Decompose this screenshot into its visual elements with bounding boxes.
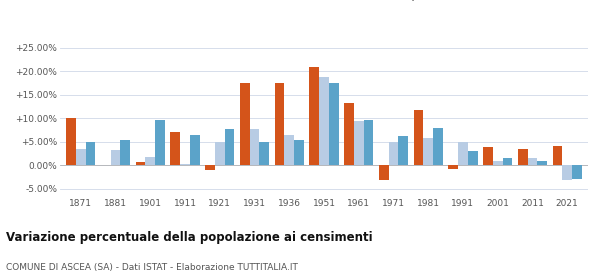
- Bar: [398, 136, 408, 165]
- Bar: [76, 149, 86, 165]
- Bar: [344, 103, 354, 165]
- Bar: [483, 146, 493, 165]
- Bar: [553, 146, 562, 165]
- Bar: [572, 165, 582, 179]
- Bar: [136, 162, 145, 165]
- Bar: [180, 164, 190, 165]
- Bar: [493, 161, 503, 165]
- Bar: [259, 142, 269, 165]
- Bar: [294, 141, 304, 165]
- Bar: [319, 77, 329, 165]
- Bar: [284, 135, 294, 165]
- Bar: [537, 161, 547, 165]
- Bar: [468, 151, 478, 165]
- Bar: [424, 138, 433, 165]
- Text: COMUNE DI ASCEA (SA) - Dati ISTAT - Elaborazione TUTTITALIA.IT: COMUNE DI ASCEA (SA) - Dati ISTAT - Elab…: [6, 263, 298, 272]
- Bar: [329, 83, 338, 165]
- Bar: [250, 129, 259, 165]
- Bar: [145, 157, 155, 165]
- Bar: [121, 139, 130, 165]
- Bar: [205, 165, 215, 170]
- Bar: [458, 142, 468, 165]
- Bar: [215, 142, 224, 165]
- Bar: [518, 149, 527, 165]
- Bar: [66, 118, 76, 165]
- Bar: [364, 120, 373, 165]
- Bar: [310, 67, 319, 165]
- Bar: [224, 129, 235, 165]
- Bar: [275, 83, 284, 165]
- Bar: [503, 158, 512, 165]
- Bar: [240, 83, 250, 165]
- Bar: [413, 110, 424, 165]
- Bar: [111, 150, 121, 165]
- Legend: Ascea, Provincia di SA, Campania: Ascea, Provincia di SA, Campania: [205, 0, 443, 1]
- Bar: [389, 142, 398, 165]
- Bar: [562, 165, 572, 181]
- Bar: [170, 132, 180, 165]
- Bar: [448, 165, 458, 169]
- Text: Variazione percentuale della popolazione ai censimenti: Variazione percentuale della popolazione…: [6, 231, 373, 244]
- Bar: [86, 142, 95, 165]
- Bar: [354, 121, 364, 165]
- Bar: [433, 128, 443, 165]
- Bar: [155, 120, 165, 165]
- Bar: [190, 135, 200, 165]
- Bar: [527, 158, 537, 165]
- Bar: [379, 165, 389, 181]
